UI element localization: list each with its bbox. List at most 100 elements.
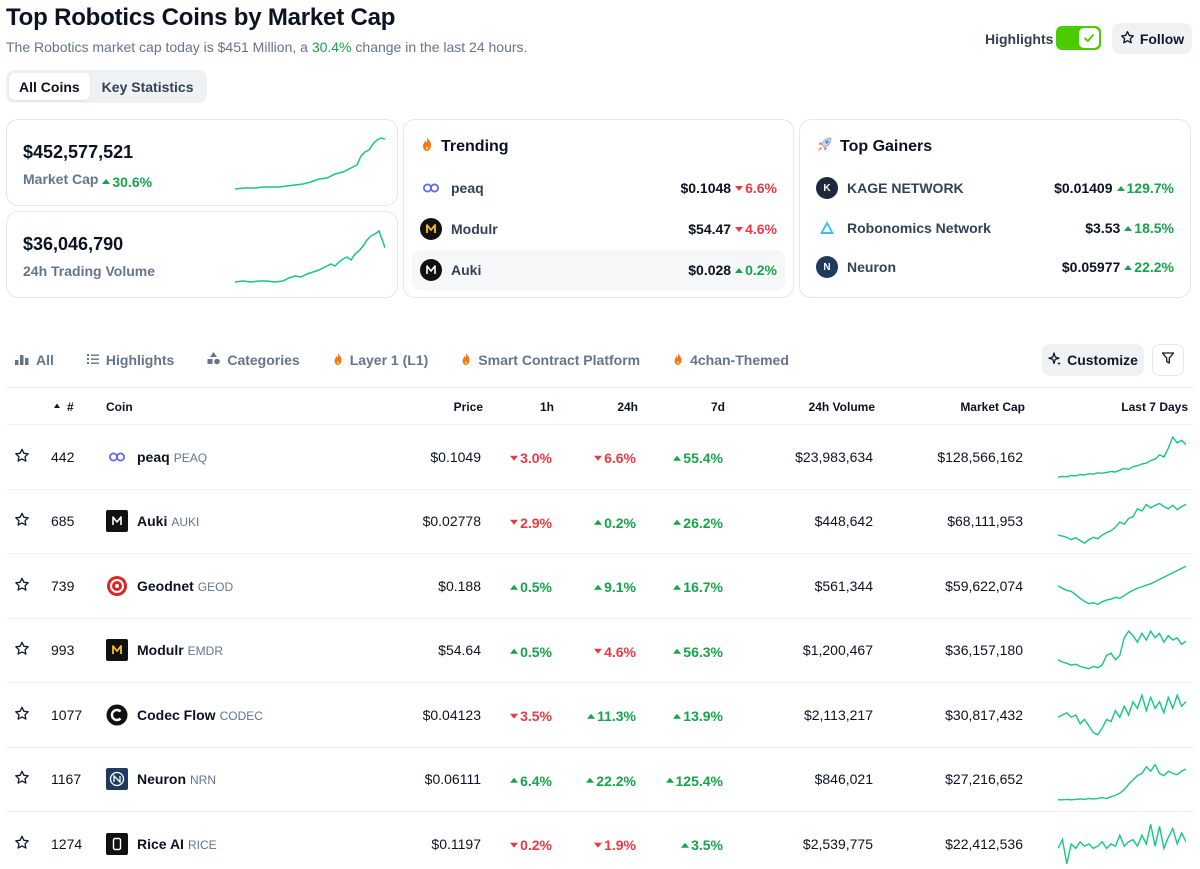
highlights-toggle[interactable] xyxy=(1056,26,1101,50)
favorite-star-icon[interactable] xyxy=(14,705,30,724)
row-24h: 1.9% xyxy=(594,835,636,853)
filter-highlights[interactable]: Highlights xyxy=(86,352,174,369)
header-coin[interactable]: Coin xyxy=(106,400,133,414)
volume-value: $36,046,790 xyxy=(23,234,124,254)
d7-change-value: 125.4% xyxy=(675,772,723,789)
row-coin[interactable]: Codec Flow CODEC xyxy=(106,704,263,726)
sparkline-path xyxy=(1058,565,1186,606)
row-coin[interactable]: Modulr EMDR xyxy=(106,639,223,662)
header-7d[interactable]: 7d xyxy=(710,400,725,414)
gainer-item-robonomics-network[interactable]: Robonomics Network $3.53 18.5% xyxy=(808,208,1182,248)
favorite-star-icon[interactable] xyxy=(14,770,30,789)
table-row[interactable]: 685 Auki AUKI $0.02778 2.9% 0.2% 26.2% $448,642… xyxy=(6,490,1194,554)
row-coin[interactable]: peaq PEAQ xyxy=(106,446,207,468)
caret-down-icon xyxy=(594,649,603,654)
view-tabs: All Coins Key Statistics xyxy=(6,70,207,103)
row-7d: 125.4% xyxy=(665,770,723,789)
trending-item-auki[interactable]: Auki $0.028 0.2% xyxy=(412,250,785,290)
caret-up-icon xyxy=(673,649,682,654)
table-row[interactable]: 739 Geodnet GEOD $0.188 0.5% 9.1% 16.7% $561,34… xyxy=(6,554,1194,619)
row-market-cap: $128,566,162 xyxy=(937,448,1023,465)
filter-smart-contract-platform[interactable]: Smart Contract Platform xyxy=(460,352,640,369)
filter-categories[interactable]: Categories xyxy=(206,351,300,369)
filter-button[interactable] xyxy=(1152,344,1184,376)
favorite-star-icon[interactable] xyxy=(14,447,30,466)
header-24h-volume[interactable]: 24h Volume xyxy=(808,400,875,414)
row-coin[interactable]: Auki AUKI xyxy=(106,510,199,533)
gainer-item-name: Neuron xyxy=(847,259,896,275)
modulr-icon xyxy=(106,639,128,662)
trending-title: Trending xyxy=(420,136,509,157)
header-24h[interactable]: 24h xyxy=(617,400,638,414)
fire-icon xyxy=(420,136,434,157)
row-price: $0.02778 xyxy=(422,513,481,530)
row-rank: 739 xyxy=(51,577,75,594)
caret-up-icon xyxy=(673,455,682,461)
neuron-icon: N xyxy=(816,256,838,278)
market-cap-change: 30.6% xyxy=(102,174,152,190)
customize-button[interactable]: Customize xyxy=(1042,344,1144,376)
table-row[interactable]: 1274 Rice AI RICE $0.1197 0.2% 1.9% 3.5% $2,539… xyxy=(6,812,1194,869)
caret-up-icon xyxy=(586,778,595,783)
sparkline-path xyxy=(1058,435,1186,478)
trending-item-peaq[interactable]: peaq $0.1048 6.6% xyxy=(412,168,785,208)
row-price: $0.1197 xyxy=(431,835,481,852)
volume-label: 24h Trading Volume xyxy=(23,263,155,279)
favorite-star-icon[interactable] xyxy=(14,641,30,660)
row-sparkline xyxy=(1058,435,1186,478)
favorite-star-icon[interactable] xyxy=(14,834,30,853)
trending-item-price: $54.47 xyxy=(688,221,732,237)
header-price[interactable]: Price xyxy=(453,400,483,414)
header-1h[interactable]: 1h xyxy=(539,400,554,414)
favorite-star-icon[interactable] xyxy=(14,512,30,531)
row-coin-symbol: RICE xyxy=(187,837,217,852)
table-header: # Coin Price 1h 24h 7d 24h Volume Market… xyxy=(6,387,1194,425)
row-sparkline xyxy=(1058,565,1186,606)
d7-change: 3.5% xyxy=(681,837,723,853)
row-volume: $2,113,217 xyxy=(803,706,873,723)
neuron-icon xyxy=(106,768,128,791)
row-coin-symbol: GEOD xyxy=(197,579,234,594)
trending-item-modulr[interactable]: Modulr $54.47 4.6% xyxy=(412,209,785,249)
fire-icon xyxy=(460,352,472,369)
trending-item-change-value: 6.6% xyxy=(745,180,777,196)
trending-item-price: $0.1048 xyxy=(680,180,732,196)
header-market-cap[interactable]: Market Cap xyxy=(960,400,1025,414)
h24-change-value: 11.3% xyxy=(597,708,636,724)
caret-up-icon xyxy=(510,584,519,590)
sort-caret-icon[interactable] xyxy=(53,399,61,413)
filter-4chan-themed[interactable]: 4chan-Themed xyxy=(672,352,789,369)
tab-key-statistics[interactable]: Key Statistics xyxy=(101,78,194,95)
row-rank: 685 xyxy=(51,513,75,530)
d7-change-value: 56.3% xyxy=(683,643,723,660)
row-volume: $2,539,775 xyxy=(802,835,873,852)
tab-all-coins[interactable]: All Coins xyxy=(9,73,90,100)
d7-change: 125.4% xyxy=(665,772,723,789)
filter-all[interactable]: All xyxy=(14,352,54,369)
gainer-item-neuron[interactable]: N Neuron $0.05977 22.2% xyxy=(808,247,1182,287)
row-sparkline xyxy=(1058,692,1186,736)
h24-change-value: 0.2% xyxy=(604,514,636,531)
table-row[interactable]: 993 Modulr EMDR $54.64 0.5% 4.6% 56.3% $1,200,4… xyxy=(6,619,1194,683)
row-rank: 1167 xyxy=(51,771,82,788)
filter-layer-1[interactable]: Layer 1 (L1) xyxy=(332,352,428,369)
table-row[interactable]: 442 peaq PEAQ $0.1049 3.0% 6.6% 55.4% $23,983,6… xyxy=(6,425,1194,490)
star-icon xyxy=(1120,30,1135,48)
follow-button[interactable]: Follow xyxy=(1112,23,1192,54)
gainer-item-kage-network[interactable]: K KAGE NETWORK $0.01409 129.7% xyxy=(808,168,1182,208)
shapes-icon xyxy=(206,351,221,369)
geodnet-icon xyxy=(106,575,128,597)
row-market-cap: $30,817,432 xyxy=(945,706,1023,723)
favorite-star-icon[interactable] xyxy=(14,576,30,595)
volume-card: $36,046,790 24h Trading Volume xyxy=(6,211,398,298)
table-row[interactable]: 1167 Neuron NRN $0.06111 6.4% 22.2% 125.4% $846… xyxy=(6,748,1194,812)
row-1h: 3.5% xyxy=(510,706,552,724)
caret-up-icon xyxy=(1124,225,1133,231)
d7-change-value: 3.5% xyxy=(691,837,723,853)
row-price: $54.64 xyxy=(438,642,481,659)
row-coin[interactable]: Geodnet GEOD xyxy=(106,575,233,597)
row-coin[interactable]: Neuron NRN xyxy=(106,768,216,791)
table-row[interactable]: 1077 Codec Flow CODEC $0.04123 3.5% 11.3% 13.9… xyxy=(6,683,1194,748)
row-coin[interactable]: Rice AI RICE xyxy=(106,832,217,855)
header-rank[interactable]: # xyxy=(67,400,74,414)
